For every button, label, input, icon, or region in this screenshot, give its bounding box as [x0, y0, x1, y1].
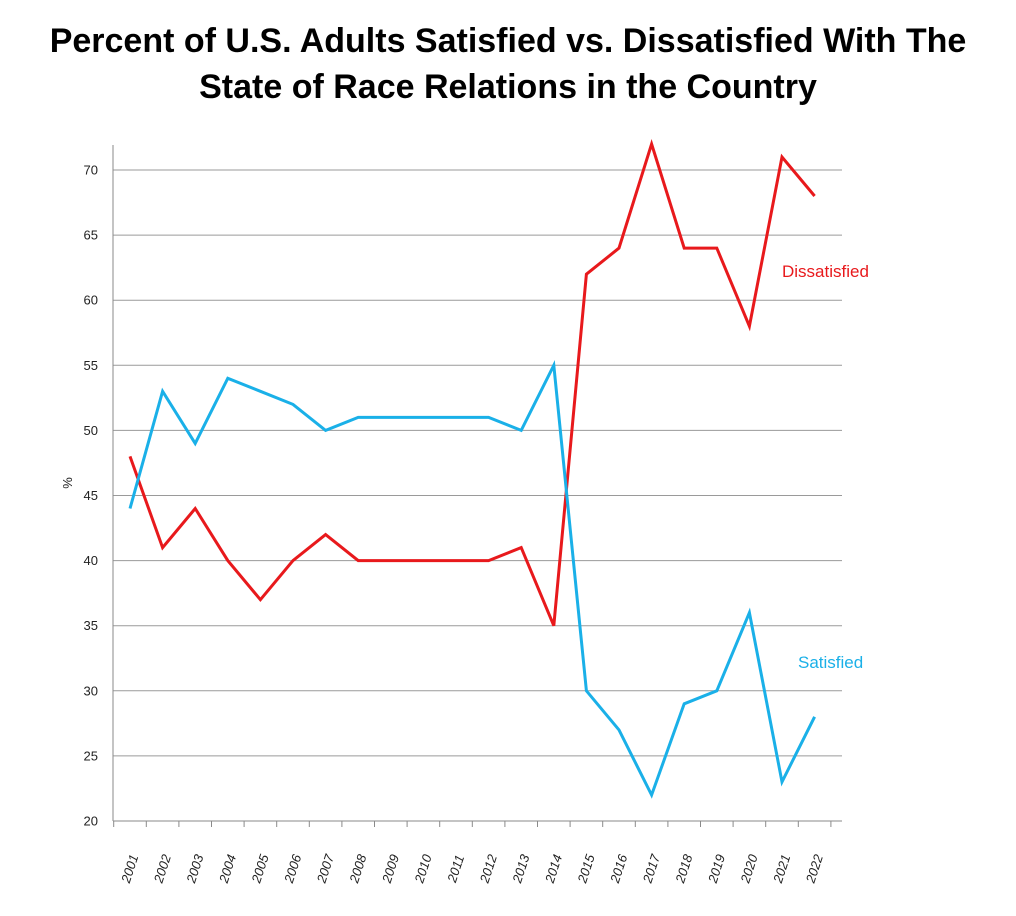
y-tick-label: 40: [84, 553, 98, 568]
series-line-dissatisfied: [128, 138, 816, 627]
y-tick-label: 60: [84, 293, 98, 308]
x-tick-label: 2003: [183, 852, 207, 886]
x-tick-label: 2001: [118, 853, 142, 886]
chart-title: Percent of U.S. Adults Satisfied vs. Dis…: [0, 18, 1016, 110]
x-tick-label: 2002: [150, 852, 174, 886]
x-tick-label: 2022: [802, 852, 826, 886]
y-tick-label: 70: [84, 163, 98, 178]
x-tick-label: 2015: [574, 852, 598, 886]
series-line-satisfied: [128, 359, 816, 799]
y-tick-label: 25: [84, 748, 98, 763]
x-tick-label: 2017: [639, 852, 663, 886]
gridlines: [113, 169, 842, 757]
y-tick-label: 65: [84, 228, 98, 243]
series-lines: [128, 138, 816, 799]
y-tick-label: 50: [84, 423, 98, 438]
x-tick-label: 2011: [444, 853, 467, 885]
x-tick-label: 2016: [607, 852, 631, 886]
x-tick-label: 2019: [705, 853, 729, 886]
y-axis-label: %: [60, 477, 75, 489]
x-tick-labels: 2001 2002 2003 2004 2005 2006 2007 2008 2009 2010…: [118, 852, 826, 886]
x-tick-label: 2013: [509, 852, 533, 886]
chart-title-line-1: Percent of U.S. Adults Satisfied vs. Dis…: [49, 22, 967, 60]
y-tick-label: 45: [84, 488, 98, 503]
x-tick-label: 2008: [346, 852, 370, 886]
x-tick-label: 2004: [216, 853, 240, 886]
x-tick-label: 2020: [737, 852, 761, 886]
x-tick-label: 2014: [542, 853, 566, 886]
axes: [112, 145, 842, 827]
series-label-satisfied: Satisfied: [798, 653, 863, 672]
x-tick-label: 2012: [476, 852, 500, 886]
y-tick-label: 20: [84, 814, 98, 829]
series-label-dissatisfied: Dissatisfied: [782, 262, 869, 281]
x-tick-label: 2007: [313, 852, 337, 886]
x-tick-label: 2018: [672, 852, 696, 886]
x-tick-label: 2021: [770, 853, 794, 886]
chart-title-line-2: State of Race Relations in the Country: [199, 68, 817, 106]
y-tick-label: 55: [84, 358, 98, 373]
y-tick-label: 35: [84, 618, 98, 633]
x-tick-label: 2009: [379, 853, 403, 886]
x-tick-label: 2005: [248, 852, 272, 886]
x-tick-label: 2006: [281, 852, 305, 886]
y-tick-label: 30: [84, 683, 98, 698]
y-tick-labels: 20 25 30 35 40 45 50 55 60 65 70: [84, 163, 98, 829]
x-tick-label: 2010: [411, 852, 435, 886]
